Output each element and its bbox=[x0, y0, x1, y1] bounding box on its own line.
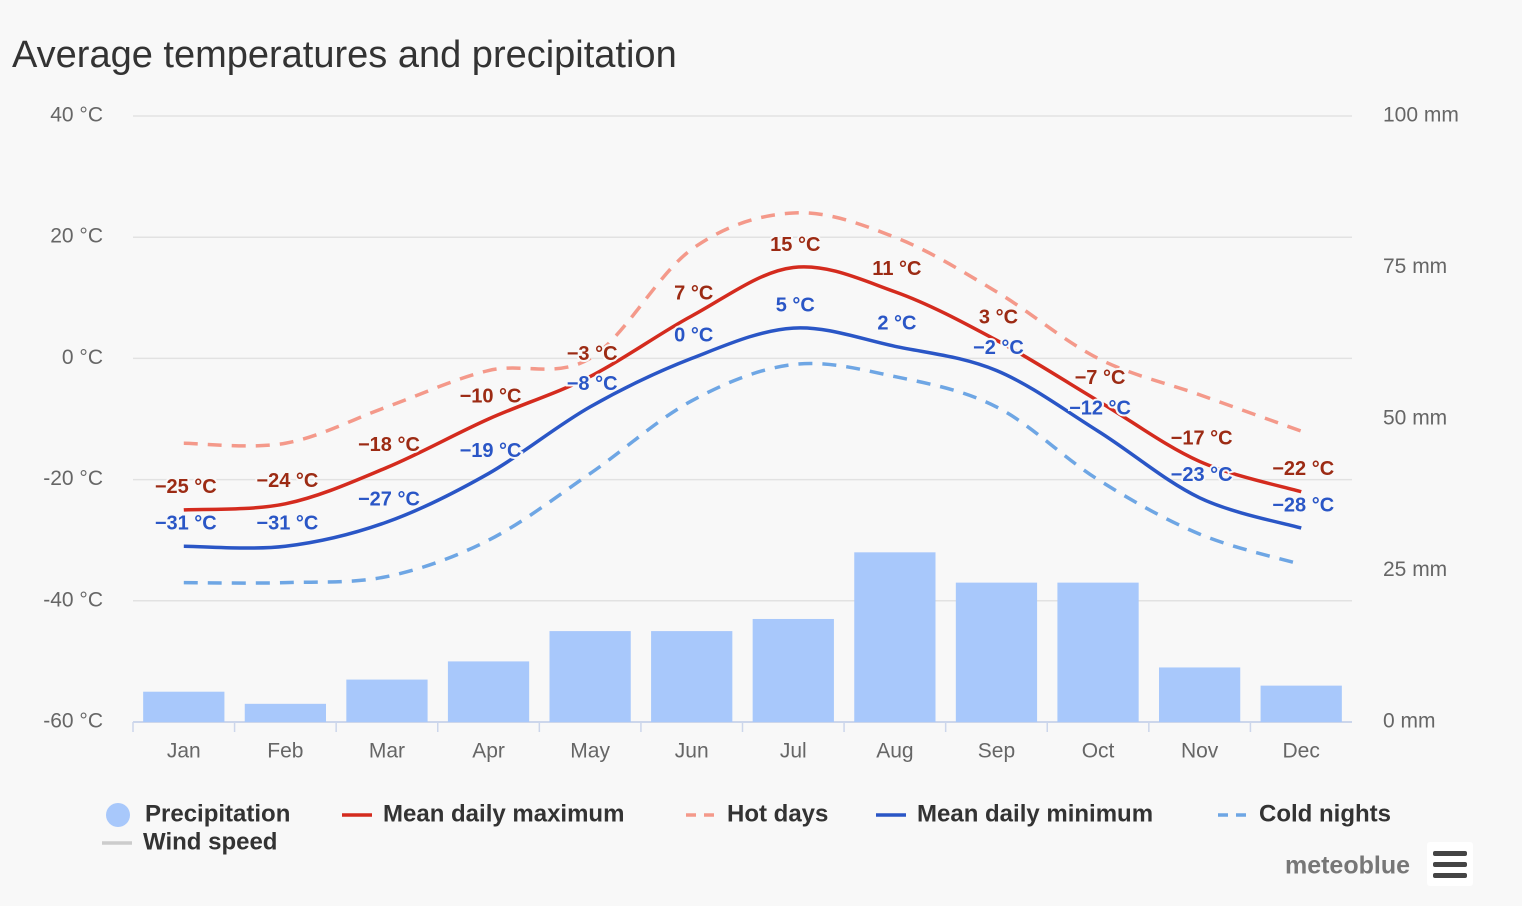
y2-tick-label: 25 mm bbox=[1383, 558, 1447, 581]
legend-item[interactable]: Cold nights bbox=[1218, 800, 1391, 827]
legend-label: Precipitation bbox=[145, 800, 290, 827]
x-tick-label: Jul bbox=[780, 740, 807, 763]
bar bbox=[143, 691, 225, 722]
data-label: 2 °C bbox=[877, 313, 916, 335]
x-tick-label: Mar bbox=[369, 740, 405, 763]
legend-label: Cold nights bbox=[1259, 800, 1391, 827]
legend-item[interactable]: Mean daily maximum bbox=[342, 800, 624, 827]
legend-label: Wind speed bbox=[143, 828, 277, 855]
bar bbox=[651, 631, 733, 722]
x-tick-label: Apr bbox=[472, 740, 505, 763]
y2-tick-label: 0 mm bbox=[1383, 710, 1436, 733]
bar bbox=[1057, 582, 1139, 722]
bar bbox=[549, 631, 631, 722]
x-tick-label: Aug bbox=[876, 740, 913, 763]
x-tick-label: Jan bbox=[167, 740, 201, 763]
legend-symbol bbox=[106, 803, 130, 827]
data-label: −27 °C bbox=[358, 488, 420, 510]
legend-label: Mean daily minimum bbox=[917, 800, 1153, 827]
bar bbox=[1158, 667, 1241, 722]
menu-bar bbox=[1433, 862, 1467, 867]
x-tick-label: May bbox=[570, 740, 610, 763]
data-label: 15 °C bbox=[770, 234, 820, 256]
legend-item[interactable]: Hot days bbox=[686, 800, 828, 827]
x-tick-label: Sep bbox=[978, 740, 1015, 763]
y-tick-label: -60 °C bbox=[43, 710, 103, 733]
y-tick-label: 0 °C bbox=[62, 346, 103, 369]
data-label: −8 °C bbox=[567, 373, 618, 395]
data-label: 0 °C bbox=[674, 325, 713, 347]
bar bbox=[854, 552, 936, 722]
y-tick-label: -40 °C bbox=[43, 588, 103, 611]
x-tick-label: Nov bbox=[1181, 740, 1219, 763]
chart-title: Average temperatures and precipitation bbox=[12, 34, 677, 76]
bar bbox=[447, 661, 530, 722]
menu-bar bbox=[1433, 873, 1467, 878]
line bbox=[183, 361, 1302, 585]
line bbox=[183, 326, 1302, 550]
data-label: −18 °C bbox=[358, 434, 420, 456]
bar bbox=[955, 582, 1038, 722]
data-label: −10 °C bbox=[460, 385, 522, 407]
y2-tick-label: 100 mm bbox=[1383, 104, 1459, 127]
data-label: −2 °C bbox=[973, 337, 1024, 359]
bar bbox=[1260, 685, 1342, 722]
x-tick-label: Oct bbox=[1082, 740, 1115, 763]
y2-tick-label: 75 mm bbox=[1383, 255, 1447, 278]
data-label: −7 °C bbox=[1075, 367, 1126, 389]
data-label: −28 °C bbox=[1272, 494, 1334, 516]
line bbox=[183, 211, 1302, 448]
data-label: −12 °C bbox=[1069, 397, 1131, 419]
legend-item[interactable]: Wind speed bbox=[102, 828, 277, 855]
data-label: −17 °C bbox=[1171, 428, 1233, 450]
data-label: 11 °C bbox=[872, 258, 921, 280]
y-tick-label: 40 °C bbox=[50, 104, 103, 127]
data-label: −23 °C bbox=[1171, 464, 1233, 486]
data-label: 7 °C bbox=[674, 282, 713, 304]
data-label: 5 °C bbox=[776, 294, 815, 316]
bar bbox=[244, 703, 327, 722]
data-label: −3 °C bbox=[567, 343, 618, 365]
data-label: −22 °C bbox=[1272, 458, 1334, 480]
y-tick-label: 20 °C bbox=[50, 225, 103, 248]
line bbox=[183, 265, 1302, 512]
data-label: 3 °C bbox=[979, 307, 1018, 329]
data-label: −31 °C bbox=[256, 513, 318, 535]
x-tick-label: Dec bbox=[1283, 740, 1320, 763]
data-label: −24 °C bbox=[256, 470, 318, 492]
menu-button[interactable] bbox=[1427, 842, 1473, 886]
data-label: −25 °C bbox=[155, 476, 217, 498]
bar bbox=[752, 618, 834, 722]
legend-item[interactable]: Precipitation bbox=[106, 800, 290, 827]
menu-bar bbox=[1433, 851, 1467, 856]
legend-label: Mean daily maximum bbox=[383, 800, 624, 827]
data-label: −19 °C bbox=[460, 440, 522, 462]
data-label: −31 °C bbox=[155, 513, 217, 535]
y-tick-label: -20 °C bbox=[43, 467, 103, 490]
x-tick-label: Jun bbox=[675, 740, 709, 763]
credit[interactable]: meteoblue bbox=[1285, 852, 1410, 880]
x-tick-label: Feb bbox=[267, 740, 303, 763]
y2-tick-label: 50 mm bbox=[1383, 407, 1447, 430]
bar bbox=[346, 679, 428, 722]
legend-label: Hot days bbox=[727, 800, 828, 827]
legend-item[interactable]: Mean daily minimum bbox=[876, 800, 1153, 827]
